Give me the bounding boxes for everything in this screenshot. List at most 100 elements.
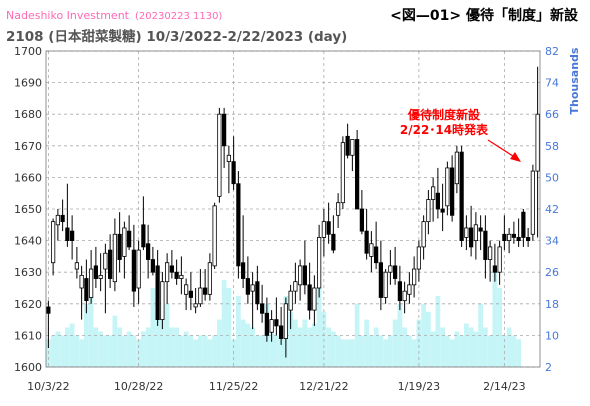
annotation-arrowhead (510, 152, 521, 162)
volume-bar (354, 303, 360, 367)
volume-bar (93, 327, 99, 367)
volume-bar (150, 288, 156, 367)
volume-bar (98, 331, 103, 367)
candle-body-down (169, 265, 174, 273)
volume-bar (402, 327, 407, 367)
volume-bar (345, 339, 350, 367)
volume-bar (340, 339, 346, 367)
volume-bar (421, 303, 426, 367)
volume-bar (483, 327, 488, 367)
volume-bar (511, 335, 517, 367)
candle-body-down (516, 237, 521, 242)
candle-body-down (93, 265, 98, 279)
candle-body-up (112, 233, 117, 283)
candle-body-down (393, 265, 398, 279)
volume-bar (468, 327, 474, 367)
x-tick-label: 1/19/23 (398, 380, 440, 393)
candle-body-up (402, 290, 407, 302)
volume-bar (516, 339, 521, 367)
candle-body-up (336, 202, 341, 216)
volume-bar (416, 319, 422, 367)
y2-tick-label: 66 (545, 108, 559, 121)
candle-body-down (84, 278, 89, 302)
x-tick-label: 10/28/22 (114, 380, 163, 393)
volume-bar (169, 327, 175, 367)
candle-body-up (445, 167, 450, 207)
candle-body-up (350, 139, 355, 156)
candle-body-down (117, 233, 122, 260)
brand-line: Nadeshiko Investment (20230223 1130) (6, 9, 222, 22)
volume-bar (255, 335, 260, 367)
volume-bar (183, 331, 189, 367)
x-tick-label: 10/3/22 (27, 380, 69, 393)
candle-body-down (141, 224, 146, 248)
annotation-line2: 2/22･14時発表 (400, 122, 489, 137)
candle-body-up (160, 281, 165, 320)
volume-bar (435, 295, 441, 367)
volume-bar (198, 335, 203, 367)
volume-bar (492, 272, 498, 367)
candle-body-up (321, 221, 326, 238)
volume-bar (145, 327, 151, 367)
candle-body-down (326, 221, 331, 235)
candle-body-up (293, 281, 298, 292)
candle-body-down (46, 306, 51, 314)
y-tick-label: 1610 (14, 329, 42, 342)
volume-bar (60, 335, 65, 367)
candle-body-down (450, 167, 455, 216)
candle-body-down (502, 233, 507, 241)
volume-bar (464, 323, 469, 367)
volume-bar (240, 319, 246, 367)
candle-body-down (307, 284, 312, 311)
candle-body-down (364, 230, 369, 254)
chart-timestamp: (20230223 1130) (135, 11, 223, 22)
y-tick-label: 1650 (14, 203, 42, 216)
y-tick-label: 1620 (14, 298, 42, 311)
candle-body-down (345, 135, 350, 156)
y-tick-label: 1680 (14, 108, 42, 121)
volume-bar (226, 288, 232, 367)
y2-tick-label: 58 (545, 140, 559, 153)
candle-body-up (55, 214, 60, 226)
candle-body-down (255, 281, 260, 305)
candle-body-up (184, 284, 189, 295)
y-tick-label: 1660 (14, 171, 42, 184)
candle-body-down (260, 303, 265, 314)
volume-bar (293, 319, 298, 367)
candle-body-up (136, 249, 141, 289)
volume-bar (212, 335, 217, 367)
plot-frame (45, 50, 541, 368)
volume-bar (506, 327, 512, 367)
candle-body-down (174, 271, 179, 279)
y2-tick-label: 10 (545, 329, 559, 342)
candle-body-down (236, 183, 241, 267)
y2-axis-title: Thousands (568, 47, 581, 114)
candle-body-down (231, 161, 236, 185)
candle-body-up (179, 274, 184, 279)
y2-tick-label: 18 (545, 298, 559, 311)
candle-body-up (407, 284, 412, 295)
candle-body-up (412, 268, 417, 286)
volume-bar (473, 331, 479, 367)
volume-bar (288, 311, 293, 367)
volume-bar (426, 311, 431, 367)
candle-body-up (89, 268, 94, 298)
volume-bar (497, 288, 502, 367)
y2-tick-label: 42 (545, 203, 559, 216)
x-tick-label: 2/14/23 (483, 380, 525, 393)
candle-body-up (421, 221, 426, 248)
candle-body-up (317, 237, 322, 289)
volume-bar (202, 335, 208, 367)
candle-body-down (146, 243, 151, 260)
candle-body-up (454, 151, 459, 185)
volume-bar (364, 319, 369, 367)
volume-bar (79, 339, 84, 367)
volume-bar (454, 331, 460, 367)
volume-bar (259, 335, 265, 367)
candle-body-down (70, 230, 75, 241)
figure-label: <図—01> 優待「制度」新設 (390, 8, 578, 24)
volume-bar (383, 339, 388, 367)
candle-body-down (264, 312, 269, 336)
candle-body-up (416, 246, 421, 270)
volume-bar (487, 335, 493, 367)
